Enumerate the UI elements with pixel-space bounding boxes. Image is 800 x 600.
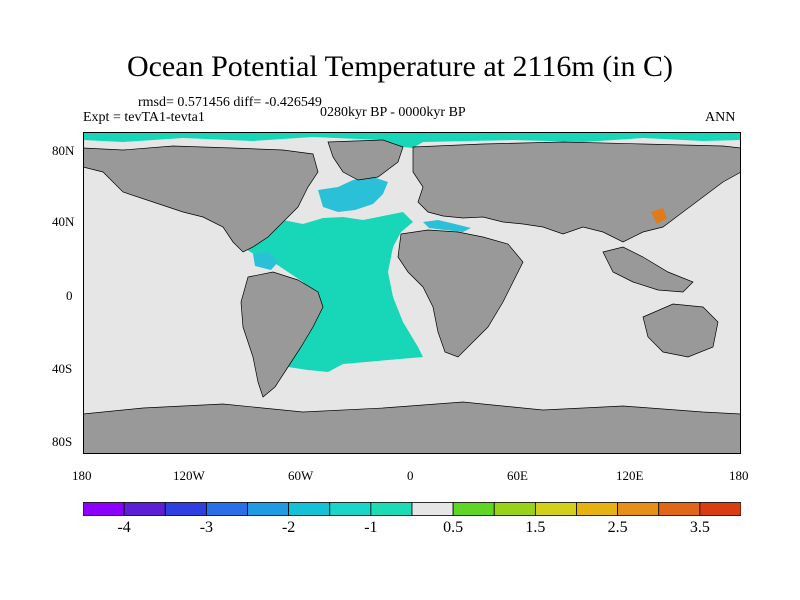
colorbar-box (452, 502, 495, 516)
colorbar-label: 3.5 (689, 519, 710, 536)
colorbar-box (370, 502, 413, 516)
north-america-landmass (83, 145, 319, 253)
lon-tick-180e: 180 (729, 468, 749, 483)
lon-tick-180w: 180 (72, 468, 92, 483)
atlantic-anomaly-region (233, 212, 423, 372)
season-label: ANN (705, 110, 736, 125)
arctic-anomaly-region (83, 132, 741, 148)
warm-anomaly-spot (651, 208, 667, 224)
colorbar-label: -1 (364, 519, 378, 536)
lat-tick-40n: 40N (52, 214, 75, 229)
colorbar-label: -4 (117, 519, 131, 536)
colorbar-box (205, 502, 248, 516)
colorbar-label: 1.5 (525, 519, 546, 536)
colorbar-box (288, 502, 331, 516)
africa-landmass (397, 229, 524, 358)
lat-tick-80n: 80N (52, 143, 75, 158)
world-map (83, 132, 741, 454)
colorbar-label: 2.5 (607, 519, 628, 536)
north-atlantic-region (318, 177, 388, 212)
lon-tick-60w: 60W (288, 468, 314, 483)
colorbar-box (658, 502, 701, 516)
stats-label: rmsd= 0.571456 diff= -0.426549 (138, 95, 322, 110)
lat-tick-40s: 40S (52, 361, 73, 376)
lon-tick-0: 0 (407, 468, 414, 483)
greenland-landmass (327, 139, 404, 181)
colorbar-box (411, 502, 454, 516)
mediterranean-region (423, 220, 471, 232)
lon-tick-120w: 120W (173, 468, 205, 483)
map-title: Ocean Potential Temperature at 2116m (in… (126, 50, 674, 83)
colorbar-box (329, 502, 372, 516)
lat-tick-80s: 80S (52, 434, 73, 449)
caribbean-region (253, 252, 278, 270)
colorbar-box (617, 502, 660, 516)
period-label: 0280kyr BP - 0000kyr BP (320, 105, 466, 120)
antarctica-landmass (83, 401, 741, 454)
colorbar-box (164, 502, 207, 516)
lat-tick-eq: 0 (66, 288, 73, 303)
experiment-label: Expt = tevTA1-tevta1 (83, 110, 205, 125)
australia-landmass (642, 303, 719, 358)
colorbar-box (247, 502, 290, 516)
colorbar-label: 0.5 (443, 519, 464, 536)
south-america-landmass (240, 271, 324, 398)
colorbar-box (576, 502, 619, 516)
southeast-asia-landmass (602, 246, 694, 293)
colorbar-label: -3 (199, 519, 214, 536)
colorbar-box (83, 502, 125, 516)
lon-tick-60e: 60E (507, 468, 528, 483)
lon-tick-120e: 120E (616, 468, 644, 483)
colorbar (83, 502, 741, 516)
colorbar-box (534, 502, 577, 516)
colorbar-box (699, 502, 741, 516)
colorbar-label: -2 (281, 519, 296, 536)
colorbar-box (493, 502, 536, 516)
colorbar-box (123, 502, 166, 516)
map-border (83, 132, 741, 454)
